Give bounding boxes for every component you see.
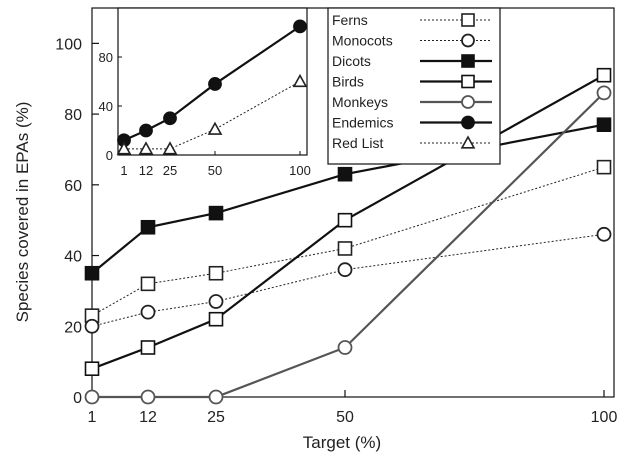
data-point: [596, 67, 612, 83]
legend-frame: [327, 7, 501, 165]
legend-marker: [461, 13, 475, 27]
legend-entry-monocots: Monocots: [332, 33, 492, 49]
series-monocots: [84, 226, 612, 334]
inset-data-point: [162, 141, 178, 155]
data-point: [140, 389, 156, 405]
data-point: [84, 361, 100, 377]
y-tick-label: 20: [64, 319, 82, 336]
data-point: [337, 262, 353, 278]
legend-label: Red List: [332, 135, 383, 151]
data-point: [140, 340, 156, 355]
inset-data-point: [207, 121, 223, 135]
data-point: [84, 389, 100, 405]
legend-label: Endemics: [332, 115, 393, 131]
data-point: [208, 294, 224, 309]
inset-data-point: [293, 19, 307, 34]
data-point: [208, 265, 224, 281]
inset-data-point: [138, 141, 154, 155]
inset-data-point: [116, 141, 132, 155]
inset-data-point: [208, 77, 222, 91]
inset-x-tick-label: 50: [208, 163, 222, 178]
x-tick-label: 50: [336, 409, 354, 426]
data-point: [208, 311, 224, 327]
y-tick-label: 80: [64, 107, 82, 124]
inset-x-tick-label: 12: [139, 163, 153, 178]
x-axis-label: Target (%): [303, 433, 381, 452]
legend-entry-red-list: Red List: [332, 135, 492, 151]
series-ferns: [84, 159, 612, 323]
x-tick-label: 1: [88, 409, 97, 426]
inset-y-tick-label: 0: [106, 148, 113, 163]
x-tick-label: 12: [139, 409, 157, 426]
legend-marker: [461, 74, 475, 89]
data-point: [596, 226, 612, 242]
data-point: [337, 166, 353, 182]
legend-label: Monocots: [332, 33, 393, 49]
x-tick-label: 25: [207, 409, 225, 426]
legend-entry-ferns: Ferns: [332, 12, 492, 28]
inset-x-tick-label: 25: [163, 163, 177, 178]
legend-label: Birds: [332, 74, 364, 90]
y-tick-label: 0: [73, 390, 82, 407]
legend-label: Ferns: [332, 12, 368, 28]
legend-marker: [461, 54, 475, 68]
legend-entry-endemics: Endemics: [332, 115, 492, 131]
inset-y-tick-label: 40: [99, 99, 113, 114]
inset-y-tick-label: 80: [99, 50, 113, 65]
inset-data-point: [292, 73, 308, 88]
data-point: [337, 212, 353, 228]
legend-marker: [461, 115, 475, 130]
inset-x-tick-label: 1: [120, 163, 127, 178]
legend-label: Monkeys: [332, 94, 388, 110]
data-point: [208, 205, 224, 221]
data-point: [140, 219, 156, 235]
main-plot: 1 12 25 50 100 0 20 40 60 80 100: [55, 7, 618, 426]
legend-marker: [460, 135, 476, 149]
data-point: [337, 340, 353, 355]
inset-plot: 1 12 25 50 100 0 40 80: [99, 7, 311, 178]
x-tick-label: 100: [591, 409, 618, 426]
legend-entry-dicots: Dicots: [332, 53, 492, 69]
y-tick-label: 40: [64, 249, 82, 266]
legend-marker: [461, 33, 475, 48]
y-tick-label: 100: [55, 36, 82, 53]
data-point: [84, 265, 100, 281]
inset-series-endemics: [117, 19, 307, 148]
legend-entry-monkeys: Monkeys: [332, 94, 492, 110]
series-birds: [84, 67, 612, 377]
data-point: [208, 389, 224, 405]
data-point: [337, 241, 353, 256]
data-point: [140, 276, 156, 292]
legend-label: Dicots: [332, 53, 371, 69]
y-axis-label: Species covered in EPAs (%): [13, 102, 32, 323]
inset-x-tick-label: 100: [289, 163, 311, 178]
data-point: [596, 159, 612, 175]
data-point: [596, 85, 612, 101]
legend-entry-birds: Birds: [332, 74, 492, 90]
y-tick-label: 60: [64, 178, 82, 195]
legend-marker: [461, 95, 475, 109]
inset-series-red-list: [116, 73, 308, 155]
series-monkeys: [84, 85, 612, 405]
data-point: [140, 304, 156, 320]
legend: Ferns Monocots Dicots Birds Monkeys Endemics R…: [327, 7, 501, 165]
inset-data-point: [163, 111, 177, 126]
inset-data-point: [139, 123, 153, 138]
data-point: [596, 117, 612, 132]
data-point: [84, 318, 100, 334]
